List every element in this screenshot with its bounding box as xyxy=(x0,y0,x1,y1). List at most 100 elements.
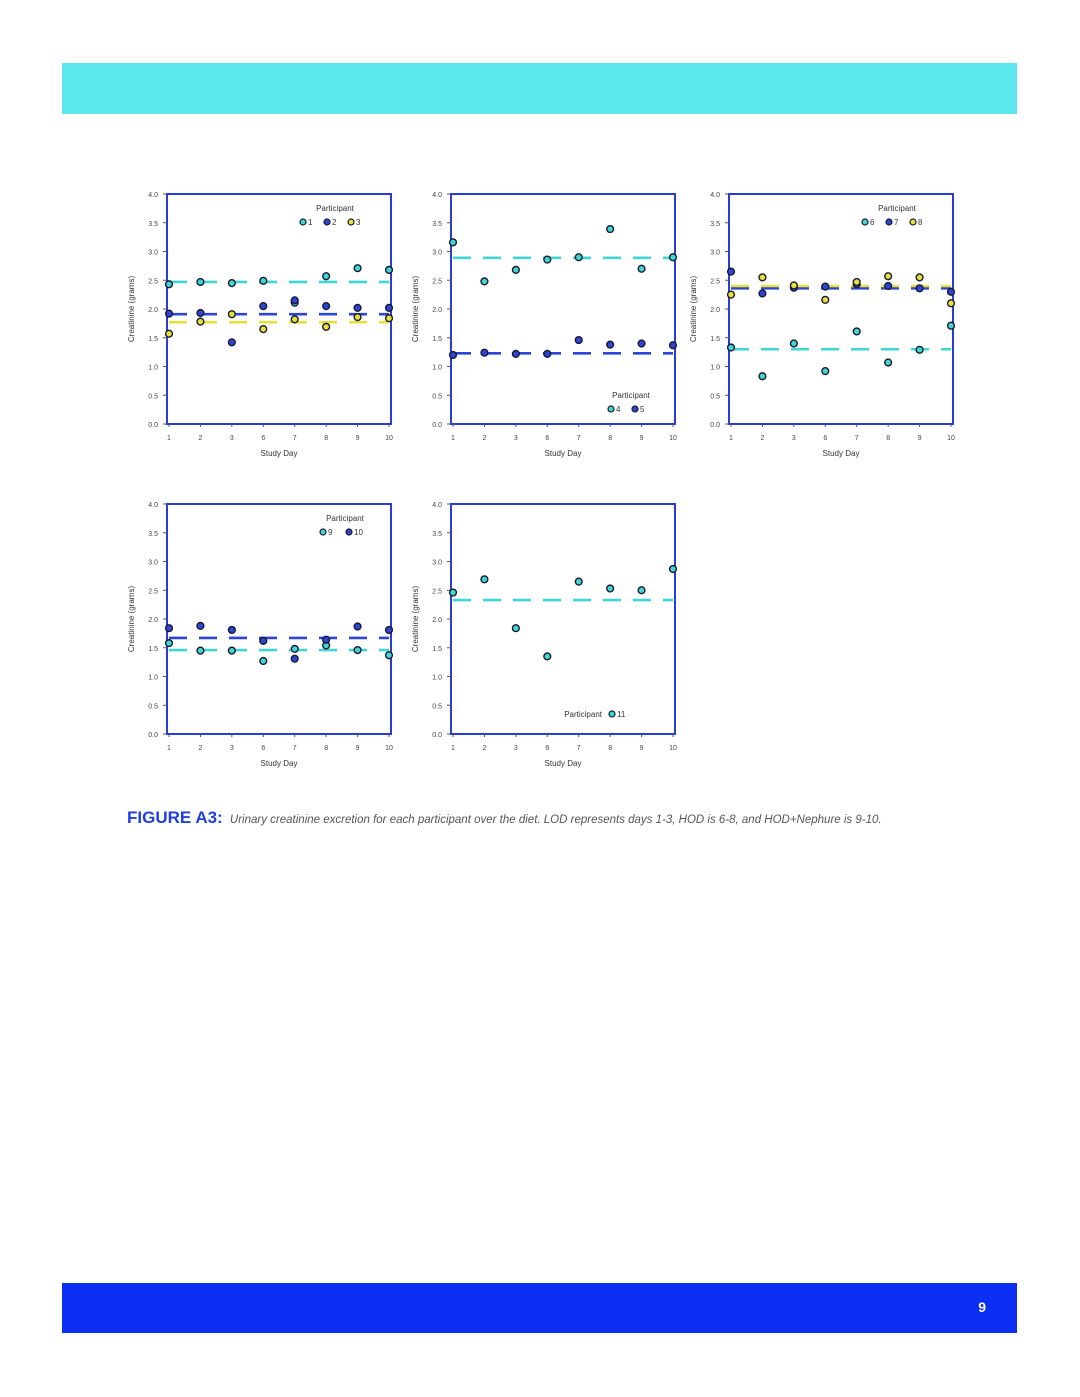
data-point-participant-3 xyxy=(322,322,331,331)
y-tick-label: 0.0 xyxy=(432,422,442,429)
x-axis-label: Study Day xyxy=(545,449,582,458)
y-tick-label: 3.5 xyxy=(710,221,720,228)
y-tick-label: 2.0 xyxy=(432,307,442,314)
data-point-participant-9 xyxy=(384,651,394,660)
y-tick-label: 3.0 xyxy=(148,250,158,257)
data-point-participant-8 xyxy=(726,290,736,299)
legend-title: Participant xyxy=(316,204,355,213)
legend-marker-2 xyxy=(323,218,331,226)
data-point-participant-5 xyxy=(511,349,520,358)
data-point-participant-5 xyxy=(448,350,458,360)
x-tick-label: 8 xyxy=(324,745,328,752)
y-tick-label: 0.5 xyxy=(148,393,158,400)
bottom-banner: 9 xyxy=(62,1283,1017,1333)
x-tick-label: 3 xyxy=(514,435,518,442)
chart-panel-1: 0.0 0.5 1.0 1.5 2.0 2.5 3.0 3.5 4.0 1 2 3 6 7 8 9 10 Stud… xyxy=(127,192,394,458)
y-tick-label: 1.5 xyxy=(148,336,158,343)
data-point-participant-3 xyxy=(353,312,362,322)
chart-panel-3: 0.0 0.5 1.0 1.5 2.0 2.5 3.0 3.5 4.0 1 2 3 6 7 8 9 10 Stud… xyxy=(689,192,956,458)
data-point-participant-4 xyxy=(543,255,552,264)
x-tick-label: 6 xyxy=(823,435,827,442)
data-point-participant-11 xyxy=(606,584,615,593)
data-point-participant-5 xyxy=(480,348,489,357)
x-tick-label: 7 xyxy=(293,435,297,442)
data-point-participant-9 xyxy=(353,645,362,655)
y-tick-label: 0.5 xyxy=(432,703,442,710)
legend-label-7: 7 xyxy=(894,218,899,227)
legend-marker-3 xyxy=(347,218,355,226)
data-point-participant-9 xyxy=(196,646,205,655)
data-point-participant-1 xyxy=(196,277,205,287)
data-point-participant-7 xyxy=(726,267,736,276)
legend-marker-8 xyxy=(909,218,917,226)
y-tick-label: 2.5 xyxy=(432,588,442,595)
y-axis-label: Creatinine (grams) xyxy=(127,586,136,653)
figure-caption: FIGURE A3: Urinary creatinine excretion … xyxy=(127,808,987,828)
data-point-participant-11 xyxy=(668,564,678,574)
data-point-participant-6 xyxy=(884,358,893,367)
data-point-participant-5 xyxy=(543,349,552,358)
chart-panel-5: 0.0 0.5 1.0 1.5 2.0 2.5 3.0 3.5 4.0 1 2 3 6 7 8 9 10 Stud… xyxy=(411,502,678,768)
data-point-participant-4 xyxy=(668,253,678,262)
y-tick-label: 3.5 xyxy=(432,531,442,538)
legend: Participant 9 10 xyxy=(319,514,365,537)
legend-title: Participant xyxy=(878,204,917,213)
y-tick-label: 4.0 xyxy=(148,502,158,509)
legend: Participant 4 5 xyxy=(607,391,651,414)
y-tick-label: 1.5 xyxy=(432,646,442,653)
y-tick-label: 0.0 xyxy=(148,732,158,739)
legend-marker-5 xyxy=(631,405,639,413)
data-point-participant-5 xyxy=(668,341,678,350)
x-tick-label: 9 xyxy=(640,745,644,752)
y-tick-label: 2.5 xyxy=(432,278,442,285)
data-point-participant-3 xyxy=(164,329,174,338)
legend-title: Participant xyxy=(564,710,603,719)
data-point-participant-11 xyxy=(574,577,583,586)
data-point-participant-1 xyxy=(259,276,268,285)
y-tick-label: 3.5 xyxy=(432,221,442,228)
y-tick-label: 1.0 xyxy=(148,365,158,372)
y-tick-label: 2.5 xyxy=(148,588,158,595)
data-point-participant-2 xyxy=(164,309,174,318)
data-point-participant-11 xyxy=(637,586,646,595)
y-axis-label: Creatinine (grams) xyxy=(411,586,420,653)
plot-frame xyxy=(166,503,392,735)
y-tick-label: 0.0 xyxy=(148,422,158,429)
y-tick-label: 4.0 xyxy=(432,502,442,509)
x-tick-label: 8 xyxy=(324,435,328,442)
x-tick-label: 7 xyxy=(577,745,581,752)
x-tick-label: 2 xyxy=(482,435,486,442)
y-axis-label: Creatinine (grams) xyxy=(689,276,698,343)
page-number: 9 xyxy=(978,1299,986,1315)
legend-title: Participant xyxy=(326,514,365,523)
y-tick-label: 0.5 xyxy=(148,703,158,710)
x-tick-label: 8 xyxy=(608,435,612,442)
x-tick-label: 9 xyxy=(918,435,922,442)
data-point-participant-8 xyxy=(789,281,798,290)
data-point-participant-2 xyxy=(290,296,299,305)
data-point-participant-4 xyxy=(511,265,520,275)
y-tick-label: 0.0 xyxy=(710,422,720,429)
data-point-participant-6 xyxy=(726,343,736,352)
x-tick-label: 2 xyxy=(198,435,202,442)
data-point-participant-1 xyxy=(353,264,362,273)
x-tick-label: 10 xyxy=(669,435,677,442)
x-tick-label: 7 xyxy=(293,745,297,752)
y-tick-label: 1.5 xyxy=(148,646,158,653)
data-point-participant-10 xyxy=(164,624,174,633)
x-tick-label: 2 xyxy=(482,745,486,752)
data-point-participant-7 xyxy=(915,284,924,293)
data-point-participant-5 xyxy=(637,339,646,348)
x-tick-label: 10 xyxy=(669,745,677,752)
data-point-participant-8 xyxy=(946,299,956,308)
y-tick-label: 2.0 xyxy=(148,617,158,624)
x-tick-label: 3 xyxy=(792,435,796,442)
data-point-participant-4 xyxy=(480,277,489,286)
data-point-participant-4 xyxy=(448,238,458,247)
x-tick-label: 8 xyxy=(886,435,890,442)
legend-label-9: 9 xyxy=(328,528,333,537)
data-point-participant-3 xyxy=(290,315,299,324)
x-axis-label: Study Day xyxy=(261,449,298,458)
x-tick-label: 7 xyxy=(577,435,581,442)
data-point-participant-4 xyxy=(637,264,646,273)
